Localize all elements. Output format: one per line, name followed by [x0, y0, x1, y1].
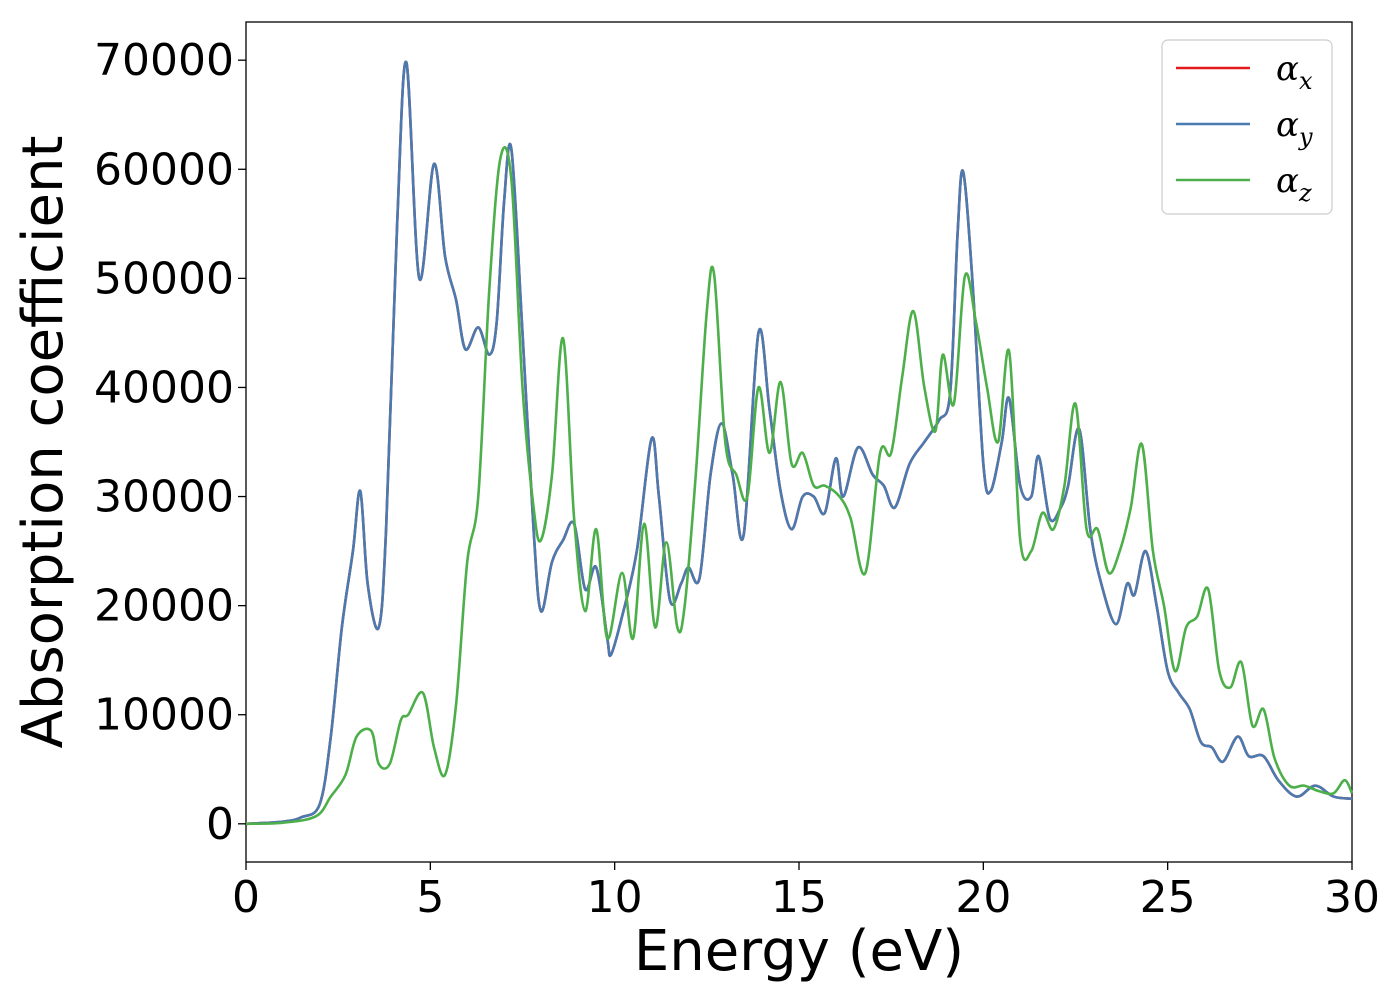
y-tick-label: 20000: [94, 581, 234, 632]
y-tick-label: 0: [206, 799, 234, 850]
y-tick-label: 50000: [94, 253, 234, 304]
y-tick-label: 40000: [94, 362, 234, 413]
x-tick-label: 10: [587, 872, 643, 923]
x-tick-label: 20: [955, 872, 1011, 923]
series-lines: [245, 60, 1354, 826]
series-line-y: [245, 60, 1353, 826]
y-axis: 0 10000 20000 30000 40000 50000 60000 70000: [94, 35, 246, 850]
y-tick-label: 10000: [94, 690, 234, 741]
y-tick-label: 30000: [94, 472, 234, 523]
x-tick-label: 5: [416, 872, 444, 923]
legend-frame: [1161, 39, 1333, 215]
legend-label-y: αy: [1276, 105, 1313, 151]
y-tick-label: 60000: [94, 144, 234, 195]
x-tick-label: 15: [771, 872, 827, 923]
x-tick-label: 30: [1324, 872, 1380, 923]
x-tick-label: 0: [232, 872, 260, 923]
y-axis-title: Absorption coefficient: [11, 136, 76, 749]
x-axis: 0 5 10 15 20 25 30: [232, 862, 1380, 923]
x-axis-title: Energy (eV): [634, 919, 964, 984]
y-tick-label: 70000: [94, 35, 234, 86]
x-tick-label: 25: [1140, 872, 1196, 923]
series-line-z: [245, 145, 1354, 826]
